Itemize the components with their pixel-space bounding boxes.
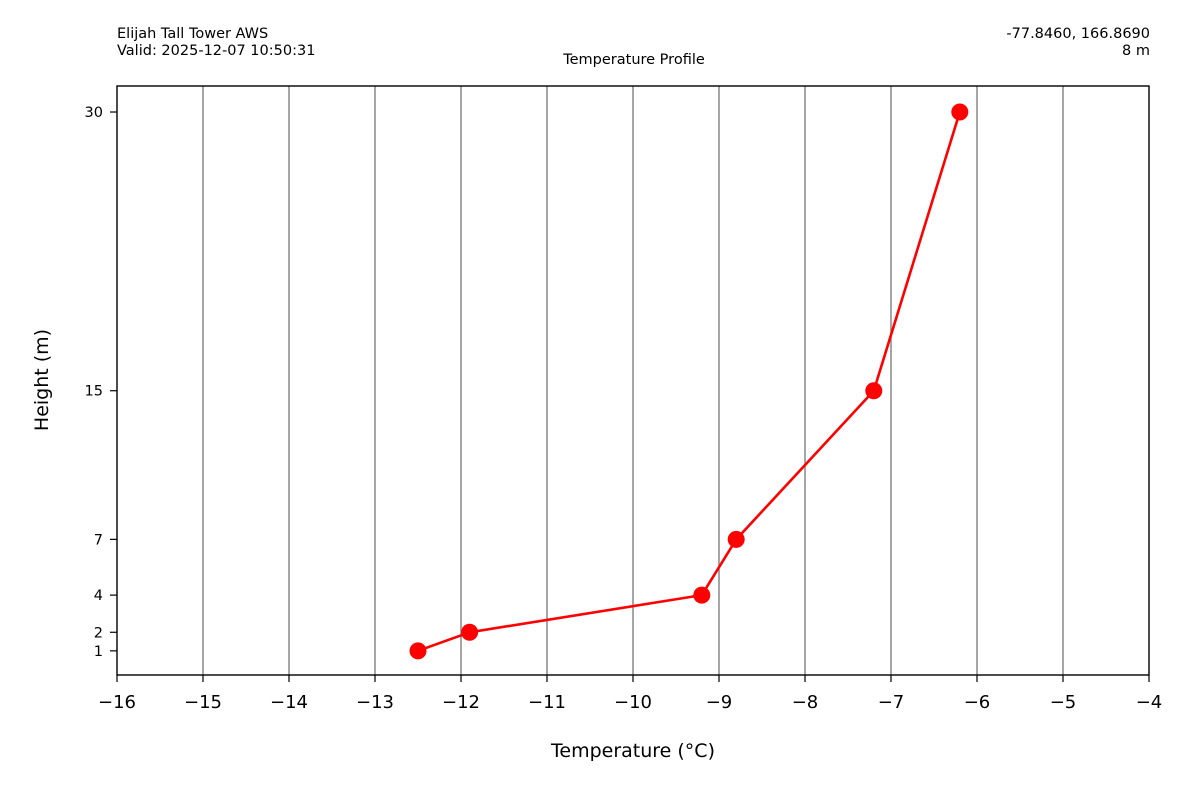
- x-tick-label: −8: [792, 692, 819, 713]
- x-tick-label: −14: [270, 692, 308, 713]
- data-points: [409, 103, 969, 660]
- x-tick-label: −9: [706, 692, 733, 713]
- valid-time: Valid: 2025-12-07 10:50:31: [117, 43, 316, 59]
- data-point: [727, 530, 745, 548]
- data-point: [693, 586, 711, 604]
- data-point: [951, 103, 969, 121]
- station-name: Elijah Tall Tower AWS: [117, 26, 269, 42]
- series-line: [417, 111, 962, 653]
- y-axis-label: Height (m): [31, 329, 53, 431]
- x-tick-label: −10: [614, 692, 652, 713]
- chart-title: Temperature Profile: [563, 52, 705, 68]
- x-tick-label: −13: [356, 692, 394, 713]
- station-height: 8 m: [1122, 43, 1150, 59]
- chart-header-right: -77.8460, 166.8690 8 m: [1006, 26, 1150, 60]
- data-point: [865, 382, 883, 400]
- station-coordinates: -77.8460, 166.8690: [1006, 26, 1150, 42]
- x-tick-label: −4: [1136, 692, 1163, 713]
- x-tick-label: −15: [184, 692, 222, 713]
- y-tick-label: 15: [85, 384, 103, 400]
- x-tick-label: −6: [964, 692, 991, 713]
- y-tick-label: 30: [85, 105, 103, 121]
- data-point: [461, 623, 479, 641]
- x-tick-label: −7: [878, 692, 905, 713]
- y-tick-label: 1: [94, 644, 103, 660]
- x-axis-label: Temperature (°C): [550, 740, 715, 762]
- x-tick-label: −12: [442, 692, 480, 713]
- grid-lines: [202, 86, 1064, 675]
- x-tick-label: −11: [528, 692, 566, 713]
- chart-header-left: Elijah Tall Tower AWS Valid: 2025-12-07 …: [117, 26, 315, 60]
- y-axis: 1 2 4 7 15 30: [85, 105, 117, 660]
- x-tick-label: −5: [1050, 692, 1077, 713]
- y-tick-label: 7: [94, 532, 103, 548]
- x-axis: −16 −15 −14 −13 −12 −11 −10 −9 −8 −7 −6 −5 −4: [98, 675, 1162, 713]
- data-point: [409, 642, 427, 660]
- x-tick-label: −16: [98, 692, 136, 713]
- y-tick-label: 4: [94, 588, 103, 604]
- y-tick-label: 2: [94, 625, 103, 641]
